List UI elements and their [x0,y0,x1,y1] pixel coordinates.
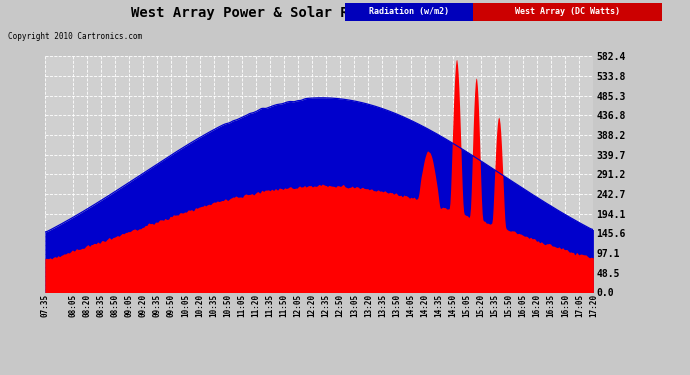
Text: Radiation (w/m2): Radiation (w/m2) [369,7,448,16]
Text: West Array (DC Watts): West Array (DC Watts) [515,7,620,16]
Text: West Array Power & Solar Radiation Thu Feb 11 17:21: West Array Power & Solar Radiation Thu F… [131,6,559,20]
Text: Copyright 2010 Cartronics.com: Copyright 2010 Cartronics.com [8,32,142,41]
